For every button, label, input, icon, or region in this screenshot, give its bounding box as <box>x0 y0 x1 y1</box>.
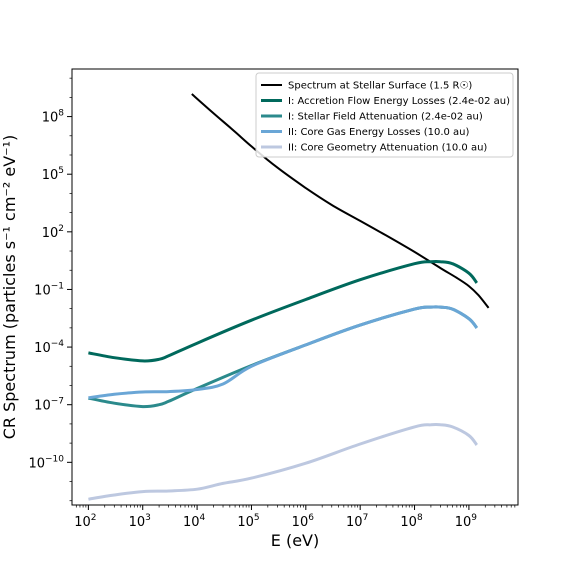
x-tick-label: 105 <box>237 513 259 530</box>
legend-label-4: II: Core Geometry Attenuation (10.0 au) <box>288 143 487 154</box>
y-tick-label: 105 <box>42 166 64 183</box>
y-tick-label: 108 <box>42 109 65 126</box>
y-tick-label: 102 <box>42 224 64 241</box>
plot-frame <box>71 68 519 506</box>
legend-label-2: I: Stellar Field Attenuation (2.4e-02 au… <box>288 112 483 123</box>
legend-label-1: I: Accretion Flow Energy Losses (2.4e-02… <box>288 96 510 107</box>
ticks-layer: 102 103 104 105 106 107 108 109 10−10 10−7 10−4 10−… <box>28 77 516 530</box>
x-tick-label: 103 <box>129 513 151 530</box>
y-tick-label: 10−7 <box>34 397 64 414</box>
x-tick-label: 102 <box>74 513 96 530</box>
x-axis-label: E (eV) <box>271 531 319 550</box>
legend-box <box>255 72 514 158</box>
y-axis-label: CR Spectrum (particles s⁻¹ cm⁻² eV⁻¹) <box>0 135 19 440</box>
legend: Spectrum at Stellar Surface (1.5 R☉) I: A… <box>255 72 514 158</box>
series-line-0 <box>191 93 490 309</box>
series-line-1 <box>88 259 479 363</box>
series-layer <box>88 93 490 501</box>
series-line-3 <box>88 305 478 400</box>
legend-label-0: Spectrum at Stellar Surface (1.5 R☉) <box>288 81 472 92</box>
x-tick-label: 108 <box>400 513 423 530</box>
x-tick-label: 104 <box>183 513 206 530</box>
legend-label-3: II: Core Gas Energy Losses (10.0 au) <box>288 127 470 138</box>
x-tick-label: 107 <box>346 513 368 530</box>
x-tick-label: 106 <box>292 513 315 530</box>
x-tick-label: 109 <box>455 513 478 530</box>
y-tick-label: 10−1 <box>34 281 64 298</box>
y-tick-label: 10−4 <box>34 339 64 356</box>
series-line-4 <box>88 423 479 501</box>
y-tick-label: 10−10 <box>28 454 64 471</box>
